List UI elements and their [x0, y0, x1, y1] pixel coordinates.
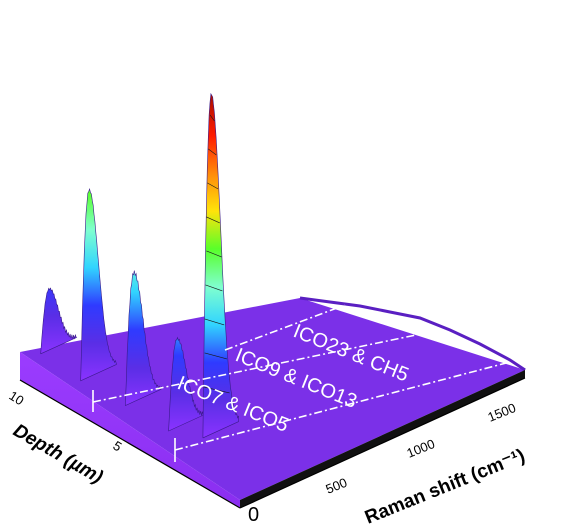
peak-contour: [204, 352, 227, 360]
depth-axis-line: [19, 379, 241, 509]
region-divider: [174, 361, 511, 451]
peaks-group: [40, 92, 239, 439]
peak-mark: [202, 92, 239, 439]
peak-contour: [206, 250, 222, 258]
peak-contour: [204, 318, 225, 326]
depth-tick-label: 10: [6, 388, 26, 408]
peak-contour: [206, 216, 220, 224]
region-divider: [224, 304, 346, 351]
peak-mark: [125, 270, 162, 406]
raman-axis-line: [239, 377, 526, 509]
surface-left-wall: [20, 352, 240, 508]
region-divider: [92, 329, 441, 403]
surface-ridge: [299, 296, 526, 372]
peak-mark: [40, 287, 78, 355]
raman-tick-label: 500: [324, 475, 350, 497]
peak-contour: [208, 148, 217, 156]
raman-tick-label: 0: [248, 504, 259, 524]
raman-tick-label: 1000: [405, 436, 437, 461]
peak-contour: [207, 182, 219, 190]
raman-axis-label: Raman shift (cm⁻¹): [362, 445, 528, 524]
surface-right-wall: [240, 370, 525, 508]
peak-contour: [205, 284, 223, 292]
raman-tick-label: 1500: [486, 400, 518, 425]
peak-contour: [203, 386, 230, 394]
depth-tick-label: 5: [110, 438, 124, 455]
peak-mark: [168, 336, 205, 432]
peak-contour: [209, 114, 215, 122]
peak-mark: [80, 187, 117, 382]
depth-axis-label: Depth (µm): [10, 420, 107, 488]
